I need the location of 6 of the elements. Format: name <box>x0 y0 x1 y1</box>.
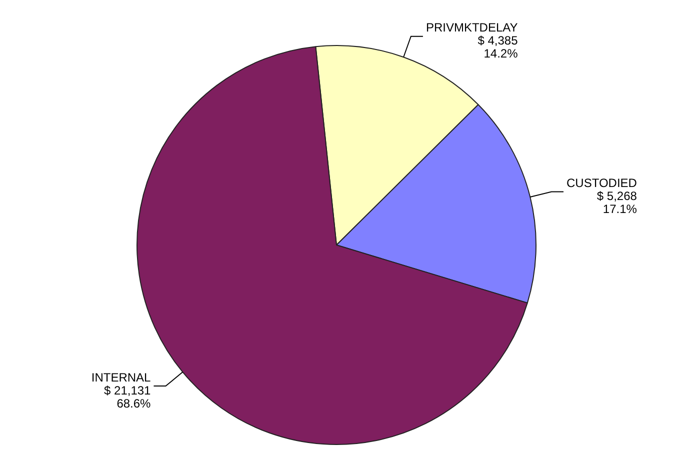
slice-label: PRIVMKTDELAY <box>426 20 518 35</box>
data-label: $ 21,131 68.6% <box>104 383 152 410</box>
data-label: $ 4,385 14.2% <box>478 34 518 61</box>
data-label: $ 5,268 17.1% <box>596 189 638 216</box>
slice-label: INTERNAL <box>91 370 152 384</box>
slice-label: CUSTODIED <box>566 176 638 190</box>
